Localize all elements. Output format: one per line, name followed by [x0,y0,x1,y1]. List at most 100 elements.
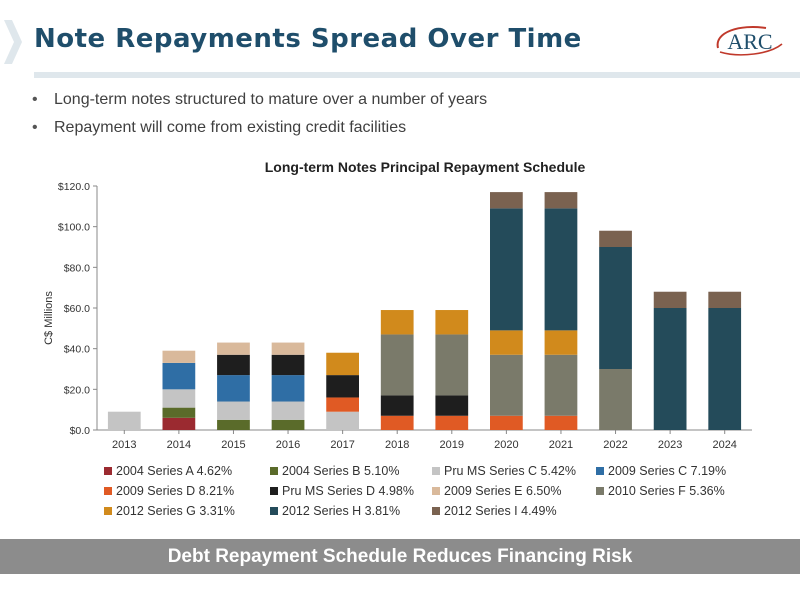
x-tick-label: 2022 [603,439,627,451]
bar-segment [107,411,141,430]
bar-segment [544,415,578,430]
x-tick-label: 2017 [330,439,354,451]
bar-segment [162,407,196,418]
bar-segment [435,395,469,416]
bar-segment [435,415,469,430]
bar-segment [271,401,305,420]
bullet-item: • Repayment will come from existing credi… [32,119,407,136]
bar-segment [544,354,578,416]
bar-segment [271,354,305,376]
repayment-chart: Long-term Notes Principal Repayment Sche… [43,159,752,518]
bar-segment [217,401,250,420]
bullet-text: Long-term notes structured to mature ove… [54,91,488,108]
legend-label: 2012 Series G 3.31% [116,504,235,518]
bullet-item: • Long-term notes structured to mature ov… [32,91,488,108]
bar-segment [326,397,359,412]
legend-swatch [432,507,440,515]
legend-swatch [270,507,278,515]
y-tick-label: $40.0 [64,344,90,356]
bar-segment [217,342,250,355]
bar-segment [490,415,523,430]
page-title: Note Repayments Spread Over Time [34,24,582,54]
x-tick-label: 2020 [494,439,518,451]
y-tick-label: $20.0 [64,384,90,396]
bar-segment [162,389,196,408]
legend-swatch [270,467,278,475]
bar-segment [708,308,742,430]
legend-label: 2010 Series F 5.36% [608,484,725,498]
y-tick-label: $60.0 [64,303,90,315]
legend-label: 2009 Series C 7.19% [608,464,726,478]
legend-label: Pru MS Series C 5.42% [444,464,576,478]
legend-label: Pru MS Series D 4.98% [282,484,414,498]
legend-label: 2012 Series I 4.49% [444,504,557,518]
x-tick-label: 2018 [385,439,409,451]
bar-segment [271,419,305,430]
bar-segment [653,291,687,308]
arc-logo: ARC [716,26,783,56]
bar-segment [326,352,359,376]
x-tick-label: 2023 [658,439,682,451]
bar-segment [380,334,414,396]
logo-text: ARC [727,29,772,54]
bar-segment [271,342,305,355]
bar-segment [544,208,578,331]
bar-segment [217,375,250,402]
chevron-icon [4,20,22,64]
x-tick-label: 2019 [440,439,464,451]
x-tick-label: 2013 [112,439,136,451]
bar-segment [380,395,414,416]
y-axis-label: C$ Millions [43,291,55,345]
bullet-text: Repayment will come from existing credit… [54,119,407,136]
legend-label: 2004 Series B 5.10% [282,464,399,478]
legend: 2004 Series A 4.62% 2004 Series B 5.10% Pr… [104,464,726,518]
bar-segment [435,334,469,396]
bar-segment [217,354,250,376]
bar-segment [326,411,359,430]
bar-segment [380,310,414,335]
y-tick-label: $0.0 [70,425,91,437]
legend-swatch [432,487,440,495]
bar-segment [162,417,196,430]
x-tick-label: 2014 [167,439,191,451]
bullet-list: • Long-term notes structured to mature ov… [32,90,487,146]
legend-swatch [104,487,112,495]
legend-swatch [432,467,440,475]
bar-segment [162,362,196,390]
bar-segment [544,192,578,209]
bar-segment [490,192,523,209]
bar-segment [599,230,632,247]
bar-segment [599,369,632,430]
bar-segment [653,308,687,430]
legend-swatch [596,467,604,475]
footer-banner: Debt Repayment Schedule Reduces Financin… [0,539,800,574]
x-tick-label: 2024 [712,439,736,451]
plot-area: $0.0 $20.0 $40.0 $60.0 $80.0 $100.0 $120.0 2013… [58,181,752,451]
bar-segment [217,419,250,430]
bar-segment [271,375,305,402]
bar-segment [544,330,578,355]
y-tick-label: $120.0 [58,181,90,193]
bar-segment [326,375,359,398]
x-tick-label: 2016 [276,439,300,451]
legend-label: 2012 Series H 3.81% [282,504,400,518]
bar-segment [162,350,196,363]
legend-swatch [104,507,112,515]
legend-label: 2004 Series A 4.62% [116,464,232,478]
bar-segment [380,415,414,430]
x-tick-label: 2021 [549,439,573,451]
legend-label: 2009 Series E 6.50% [444,484,561,498]
legend-label: 2009 Series D 8.21% [116,484,234,498]
bar-segment [490,208,523,331]
legend-swatch [270,487,278,495]
y-tick-label: $80.0 [64,262,90,274]
bar-segment [490,330,523,355]
chart-title: Long-term Notes Principal Repayment Sche… [265,159,586,175]
y-tick-label: $100.0 [58,222,90,234]
legend-swatch [104,467,112,475]
legend-swatch [596,487,604,495]
x-tick-label: 2015 [221,439,245,451]
bar-segment [490,354,523,416]
header-divider [34,72,800,78]
bar-segment [708,291,742,308]
